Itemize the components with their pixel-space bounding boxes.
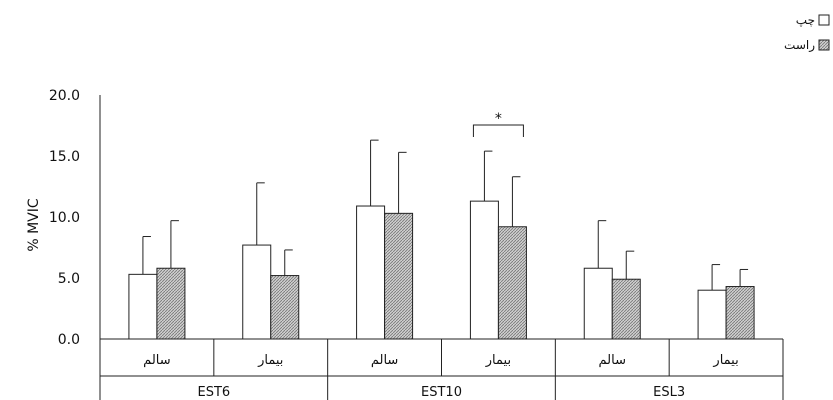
bar-right	[270, 275, 300, 340]
group-label: EST6	[197, 385, 230, 400]
bar-left	[128, 273, 158, 340]
bar-right	[725, 286, 755, 340]
significance-bracket	[472, 124, 524, 137]
group-label: ESL3	[653, 385, 685, 400]
y-tick-label: 10.0	[49, 210, 80, 226]
legend-label: چپ	[796, 13, 815, 27]
bar-right	[156, 267, 186, 340]
y-tick-label: 20.0	[49, 88, 80, 104]
legend-swatch	[818, 14, 830, 26]
bar-left	[469, 200, 499, 340]
subcategory-label: بیمار	[485, 353, 511, 368]
y-axis-label: % MVIC	[26, 198, 42, 252]
y-tick-label: 0.0	[58, 332, 80, 348]
significance-marker: *	[495, 111, 502, 127]
legend-swatch	[818, 39, 830, 51]
y-tick-label: 15.0	[49, 149, 80, 165]
bar-left	[583, 267, 613, 340]
subcategory-label: بیمار	[712, 353, 738, 368]
subcategory-label: سالم	[371, 353, 398, 368]
group-label: EST10	[421, 385, 462, 400]
bar-left	[356, 205, 386, 340]
bar-right	[611, 278, 641, 340]
legend-label: راست	[784, 38, 815, 53]
subcategory-label: سالم	[143, 353, 170, 368]
bar-left	[242, 244, 272, 340]
bar-right	[384, 212, 414, 340]
y-tick-label: 5.0	[58, 271, 80, 287]
subcategory-label: سالم	[599, 353, 626, 368]
bar-left	[697, 289, 727, 340]
bar-right	[497, 226, 527, 340]
subcategory-label: بیمار	[257, 353, 283, 368]
